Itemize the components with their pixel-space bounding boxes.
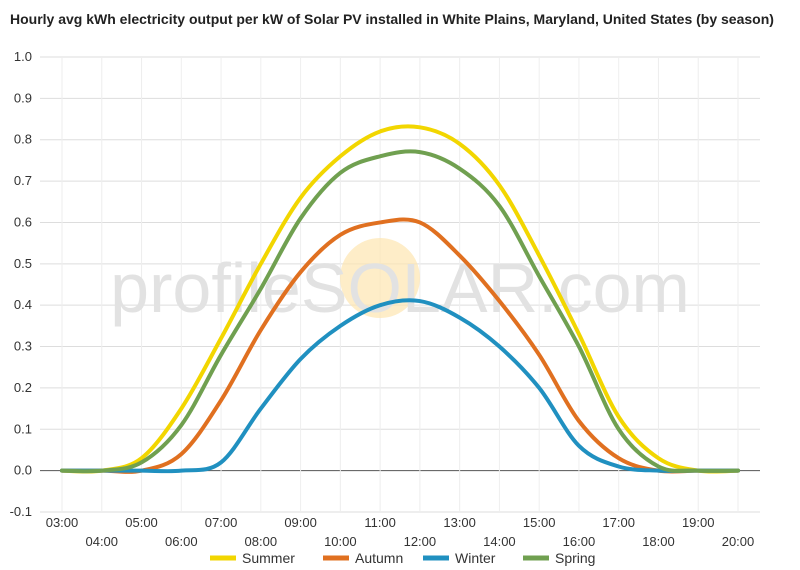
chart-title: Hourly avg kWh electricity output per kW…	[10, 11, 774, 27]
y-tick-label: 0.4	[14, 297, 32, 312]
legend-label-summer: Summer	[242, 550, 295, 566]
legend-label-autumn: Autumn	[355, 550, 403, 566]
x-tick-label: 13:00	[443, 515, 476, 530]
watermark-sun-icon	[340, 238, 420, 318]
x-tick-label: 20:00	[722, 534, 755, 549]
y-tick-label: -0.1	[10, 504, 32, 519]
x-tick-label: 19:00	[682, 515, 715, 530]
series-line-summer	[60, 124, 740, 474]
series-line-spring	[60, 149, 740, 474]
x-tick-label: 17:00	[602, 515, 635, 530]
x-tick-label: 15:00	[523, 515, 556, 530]
y-tick-label: 0.2	[14, 380, 32, 395]
y-tick-label: 1.0	[14, 49, 32, 64]
x-tick-label: 12:00	[404, 534, 437, 549]
x-tick-label: 16:00	[563, 534, 596, 549]
series-line-winter	[60, 298, 740, 474]
y-tick-label: 0.6	[14, 214, 32, 229]
y-tick-label: 0.0	[14, 463, 32, 478]
legend-label-spring: Spring	[555, 550, 595, 566]
watermark-text: profileSOLAR.com	[110, 249, 690, 327]
y-tick-label: 0.3	[14, 339, 32, 354]
series-line-autumn	[60, 217, 740, 474]
x-tick-label: 11:00	[364, 515, 396, 530]
legend-label-winter: Winter	[455, 550, 496, 566]
x-tick-label: 10:00	[324, 534, 357, 549]
x-tick-label: 07:00	[205, 515, 238, 530]
x-tick-label: 05:00	[125, 515, 158, 530]
y-tick-label: 0.7	[14, 173, 32, 188]
y-tick-label: 0.8	[14, 132, 32, 147]
x-tick-label: 18:00	[642, 534, 675, 549]
y-tick-label: 0.5	[14, 256, 32, 271]
y-tick-label: 0.1	[14, 421, 32, 436]
x-tick-label: 14:00	[483, 534, 516, 549]
x-tick-label: 09:00	[284, 515, 317, 530]
x-tick-label: 03:00	[46, 515, 79, 530]
x-tick-label: 06:00	[165, 534, 198, 549]
x-tick-label: 04:00	[85, 534, 118, 549]
y-tick-label: 0.9	[14, 90, 32, 105]
x-tick-label: 08:00	[245, 534, 278, 549]
